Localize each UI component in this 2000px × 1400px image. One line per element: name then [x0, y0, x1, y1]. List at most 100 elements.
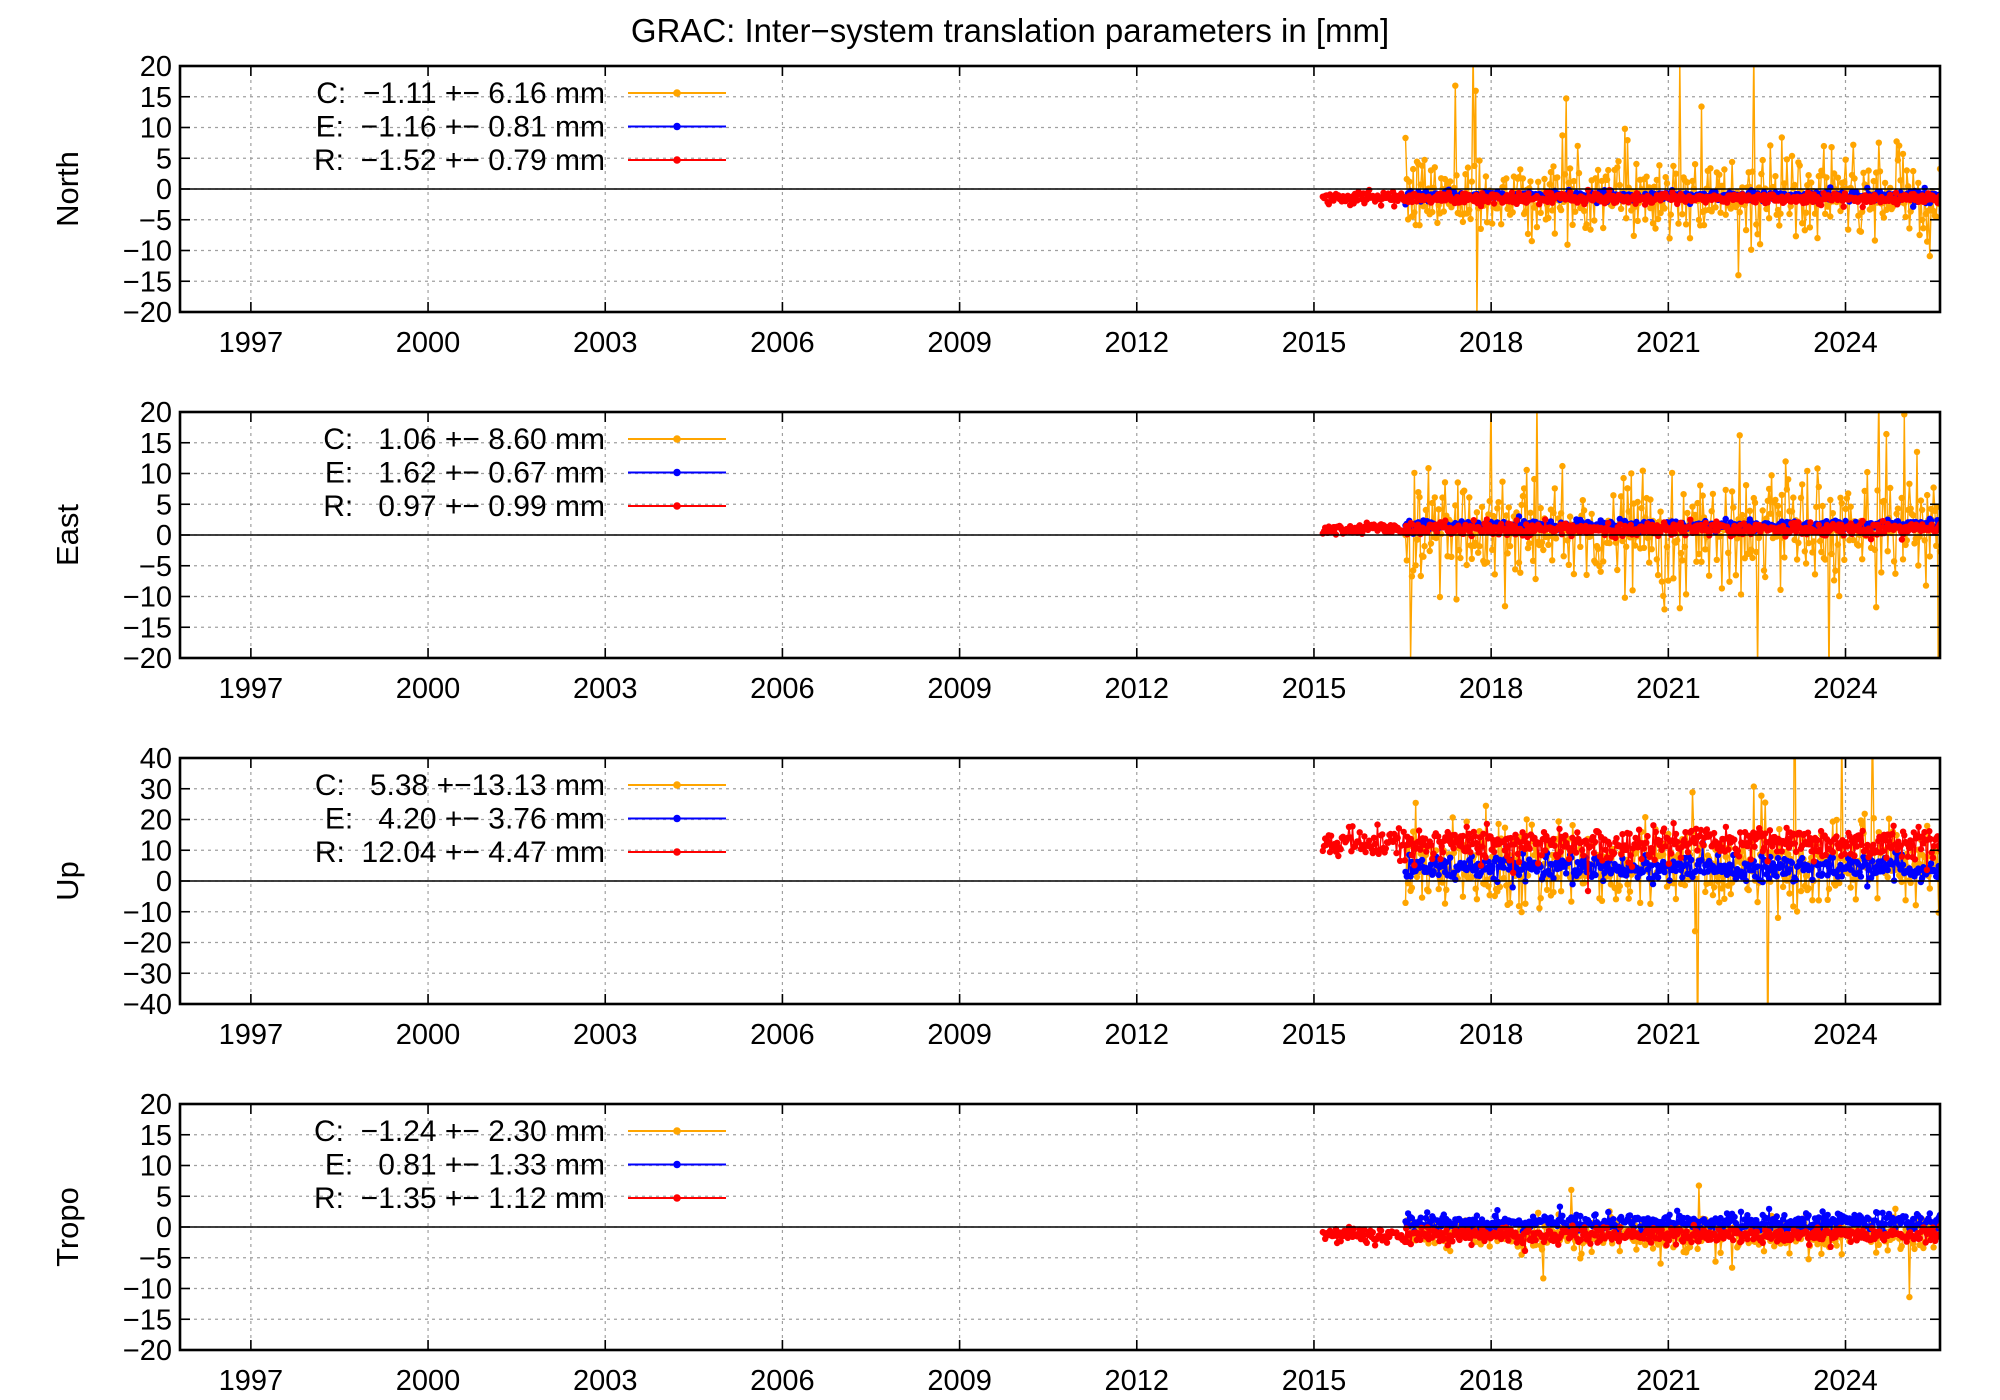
series-R-point [1435, 833, 1442, 840]
series-E-point [1592, 1211, 1599, 1218]
series-C-point [1810, 538, 1817, 545]
x-tick-label: 2024 [1813, 673, 1878, 705]
legend-marker-E [673, 122, 681, 131]
series-C-point [1894, 505, 1902, 512]
series-R [1319, 820, 1940, 895]
series-C-point [1764, 497, 1772, 504]
series-C-point [1434, 219, 1441, 227]
series-C-point [1503, 512, 1510, 519]
series-C-point [1512, 566, 1519, 573]
series-C-point [1489, 546, 1496, 553]
series-C-point [1819, 502, 1826, 510]
series-C-point [1777, 586, 1784, 593]
series-C-point [1876, 168, 1884, 175]
series-C-point [1547, 168, 1555, 176]
series-C-point [1801, 227, 1809, 234]
series-C-point [1642, 814, 1649, 821]
series-R-point [1735, 853, 1743, 860]
series-C-point [1881, 179, 1889, 187]
series-C-point [1827, 496, 1834, 504]
series-C-point [1883, 430, 1890, 438]
series-R-point [1542, 516, 1549, 523]
series-C-point [1570, 570, 1578, 578]
series-C-point [1551, 485, 1559, 492]
series-R-point [1477, 862, 1485, 869]
series-C-point [1532, 575, 1539, 583]
series-C-point [1482, 173, 1490, 180]
series-C-point [1693, 558, 1700, 565]
series-E-point [1556, 1203, 1564, 1210]
series-C-point [1454, 479, 1462, 486]
series-E-point [1867, 874, 1875, 882]
legend-marker-R [673, 848, 681, 856]
legend-label-R: R: 12.04 +− 4.47 mm [315, 836, 605, 869]
series-C-point [1847, 503, 1854, 510]
series-R-point [1817, 201, 1825, 209]
series-C-point [1616, 882, 1624, 890]
series-C-point [1591, 217, 1598, 224]
series-C-point [1892, 1205, 1899, 1213]
series-C-point [1776, 826, 1783, 833]
series-C-point [1721, 166, 1728, 173]
series-C-point [1545, 541, 1552, 548]
series-C-point [1791, 181, 1798, 189]
series-E-point [1698, 857, 1705, 864]
series-E-point [1418, 856, 1426, 864]
series-R-point [1538, 852, 1545, 859]
series-C-point [1499, 478, 1506, 485]
series-C-point [1537, 209, 1544, 217]
series-C-point [1736, 209, 1743, 216]
series-C-point [1468, 874, 1476, 881]
series-R-point [1513, 517, 1520, 524]
series-C-point [1786, 1250, 1793, 1257]
series-R-point [1415, 827, 1423, 834]
series-C-point [1880, 497, 1888, 505]
series-C-point [1447, 1247, 1454, 1255]
series-R-point [1864, 841, 1871, 849]
series-C-point [1718, 182, 1726, 189]
series-C-point [1890, 558, 1898, 565]
series-C-point [1717, 209, 1724, 216]
series-R-point [1841, 850, 1849, 858]
series-R-point [1694, 847, 1701, 854]
series-E-point [1857, 873, 1865, 880]
series-R-point [1829, 849, 1837, 856]
series-C-point [1767, 510, 1774, 517]
series-R-point [1651, 856, 1658, 863]
series-C-point [1759, 156, 1766, 164]
series-C-point [1933, 542, 1940, 549]
y-tick-label: 0 [156, 866, 172, 898]
series-E-point [1660, 858, 1667, 865]
series-E-point [1494, 1207, 1501, 1214]
series-R-point [1846, 832, 1853, 840]
series-C-point [1898, 1243, 1905, 1250]
series-E-point [1526, 856, 1533, 863]
series-C-point [1801, 548, 1809, 555]
series-C-point [1565, 561, 1573, 568]
series-C-point [1628, 470, 1635, 477]
series-R-point [1804, 829, 1812, 836]
series-R-point [1599, 857, 1606, 864]
x-tick-label: 2015 [1282, 673, 1347, 705]
series-C-point [1709, 490, 1717, 498]
series-C-point [1672, 170, 1680, 177]
series-R-point [1934, 833, 1940, 840]
series-C-point [1786, 890, 1793, 897]
series-C-point [1660, 851, 1667, 858]
series-C-point [1638, 504, 1645, 512]
series-C-point [1626, 888, 1634, 895]
series-R-point [1467, 849, 1474, 856]
series-C-point [1804, 467, 1811, 475]
series-C-point [1702, 546, 1709, 553]
series-C-point [1832, 567, 1839, 574]
series-C-point [1717, 1249, 1724, 1257]
series-C-point [1624, 137, 1631, 144]
series-C-point [1412, 562, 1419, 569]
series-C-point [1606, 539, 1613, 547]
x-tick-label: 2012 [1105, 1019, 1170, 1051]
series-C-point [1653, 556, 1661, 563]
y-tick-label: 20 [140, 397, 172, 429]
series-R-point [1638, 855, 1645, 863]
series-R-point [1867, 536, 1875, 543]
